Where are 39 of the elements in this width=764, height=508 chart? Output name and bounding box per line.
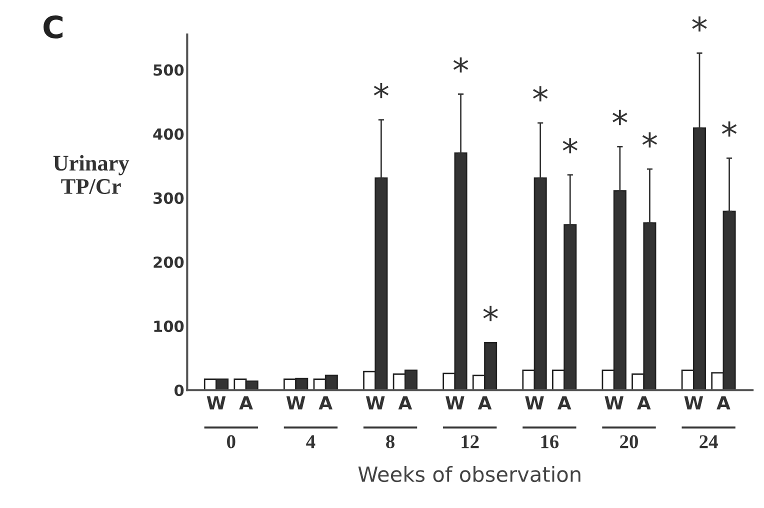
y-tick-label: 500 bbox=[154, 64, 184, 76]
data-label: * bbox=[612, 110, 628, 126]
data-label: * bbox=[374, 82, 389, 98]
x-tick-label: A bbox=[478, 396, 492, 410]
y-tick-label: 200 bbox=[154, 256, 184, 268]
text: 20 bbox=[620, 435, 638, 448]
data-label: * bbox=[642, 132, 658, 148]
chart-title: C bbox=[44, 15, 62, 39]
x-tick-label: W bbox=[366, 396, 385, 410]
text: 4 bbox=[306, 435, 316, 448]
y-tick-label: 300 bbox=[154, 192, 184, 204]
x-tick-label: W bbox=[286, 396, 306, 410]
x-tick-label: W bbox=[206, 396, 226, 410]
x-tick-label: W bbox=[446, 396, 464, 410]
data-label: * bbox=[483, 306, 498, 322]
x-tick-label: A bbox=[398, 396, 412, 410]
text: 12 bbox=[462, 435, 479, 448]
data-label: * bbox=[692, 16, 707, 32]
data-label: * bbox=[453, 57, 468, 73]
data-label: * bbox=[562, 138, 578, 154]
x-tick-label: A bbox=[557, 396, 572, 410]
text: 24 bbox=[700, 435, 718, 448]
data-label: * bbox=[533, 86, 548, 102]
x-axis-title: Weeks of observation bbox=[358, 466, 580, 482]
x-tick-label: A bbox=[239, 396, 253, 410]
x-tick-label: A bbox=[318, 396, 333, 410]
x-tick-label: W bbox=[525, 396, 544, 410]
y-tick-label: 400 bbox=[153, 128, 184, 140]
data-label: * bbox=[722, 121, 737, 137]
y-axis-title: Urinary TP/Cr bbox=[53, 155, 130, 194]
text: 8 bbox=[386, 435, 395, 448]
x-tick-label: W bbox=[604, 396, 624, 410]
text: 0 bbox=[227, 435, 236, 448]
y-tick-label: 100 bbox=[154, 320, 184, 332]
x-tick-label: A bbox=[716, 396, 730, 410]
x-tick-label: A bbox=[637, 396, 651, 410]
x-tick-label: W bbox=[684, 396, 704, 410]
y-tick-label: 0 bbox=[174, 384, 184, 396]
text: 16 bbox=[541, 435, 559, 448]
